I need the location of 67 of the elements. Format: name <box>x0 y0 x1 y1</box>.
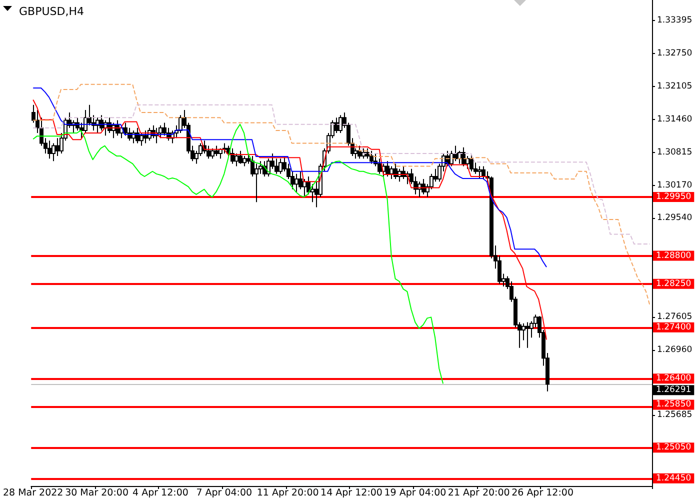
candlestick <box>338 114 342 134</box>
candlestick <box>158 124 162 139</box>
candlestick <box>254 163 258 203</box>
text: GBPUSD,H4 <box>19 5 84 18</box>
candlestick <box>526 322 530 348</box>
x-tick-label: 26 Apr 12:00 <box>512 488 574 498</box>
x-tick-label: 4 Apr 12:00 <box>132 488 188 498</box>
y-tick-label: 1.31460 <box>657 114 692 125</box>
x-tick-label: 7 Apr 04:00 <box>196 488 252 498</box>
x-tick-label: 28 Mar 2022 <box>2 488 64 498</box>
ref-line-label: 1.24450 <box>656 473 692 484</box>
ref-line-label: 1.26291 <box>656 385 692 396</box>
y-tick-label: 1.30815 <box>657 148 692 158</box>
line-series <box>32 104 651 245</box>
y-tick-label: 1.30170 <box>657 180 692 191</box>
y-tick-label: 1.25685 <box>657 410 692 420</box>
x-tick-label: 19 Apr 04:00 <box>384 488 446 498</box>
y-tick-label: 1.29540 <box>657 212 692 223</box>
candlestick <box>242 156 246 167</box>
ref-line-label: 1.25850 <box>656 400 692 410</box>
candlestick <box>238 150 242 164</box>
candlestick <box>354 148 358 160</box>
candlestick <box>422 178 426 195</box>
ref-line-label: 1.28250 <box>656 278 692 289</box>
candlestick <box>386 160 390 177</box>
candlestick <box>234 152 238 167</box>
candlestick <box>96 117 100 134</box>
y-tick-label: 1.27605 <box>657 312 692 322</box>
candlestick <box>294 173 298 192</box>
candlestick <box>378 158 382 174</box>
x-tick-label: 14 Apr 12:00 <box>320 488 382 498</box>
candlestick <box>140 132 144 146</box>
candlestick <box>470 154 474 172</box>
candlestick <box>144 130 148 144</box>
ref-line-label: 1.29950 <box>656 192 692 202</box>
y-tick-label: 1.32105 <box>657 82 692 92</box>
candlestick <box>418 181 422 198</box>
x-tick-label: 30 Mar 20:00 <box>65 488 129 498</box>
x-tick-label: 11 Apr 20:00 <box>256 488 319 498</box>
candlestick <box>370 150 374 164</box>
ref-line-label: 1.25050 <box>656 442 692 453</box>
candlestick <box>478 166 482 180</box>
candlestick <box>462 146 466 167</box>
ref-line-label: 1.27400 <box>656 322 692 332</box>
candlestick <box>390 166 394 180</box>
candlestick <box>278 158 282 174</box>
candlestick <box>214 145 218 157</box>
y-tick-label: 1.33395 <box>657 16 692 26</box>
ref-line-label: 1.26400 <box>656 374 692 384</box>
candlestick <box>450 150 454 167</box>
candlestick <box>48 140 52 160</box>
x-tick-label: 21 Apr 20:00 <box>448 488 510 498</box>
candlestick <box>310 184 314 203</box>
candlestick <box>84 109 88 134</box>
candlestick <box>334 117 338 134</box>
ref-line-label: 1.28800 <box>656 250 692 261</box>
y-tick-label: 1.32750 <box>657 48 692 59</box>
line-series <box>32 84 651 306</box>
line-series <box>32 87 548 268</box>
candlestick <box>162 122 166 136</box>
y-tick-label: 1.26960 <box>657 344 692 355</box>
candlestick <box>56 138 60 157</box>
candlestick <box>210 148 214 160</box>
candlestick <box>358 145 362 160</box>
candlestick <box>466 156 470 170</box>
candlestick <box>366 148 370 160</box>
candlestick <box>124 122 128 136</box>
